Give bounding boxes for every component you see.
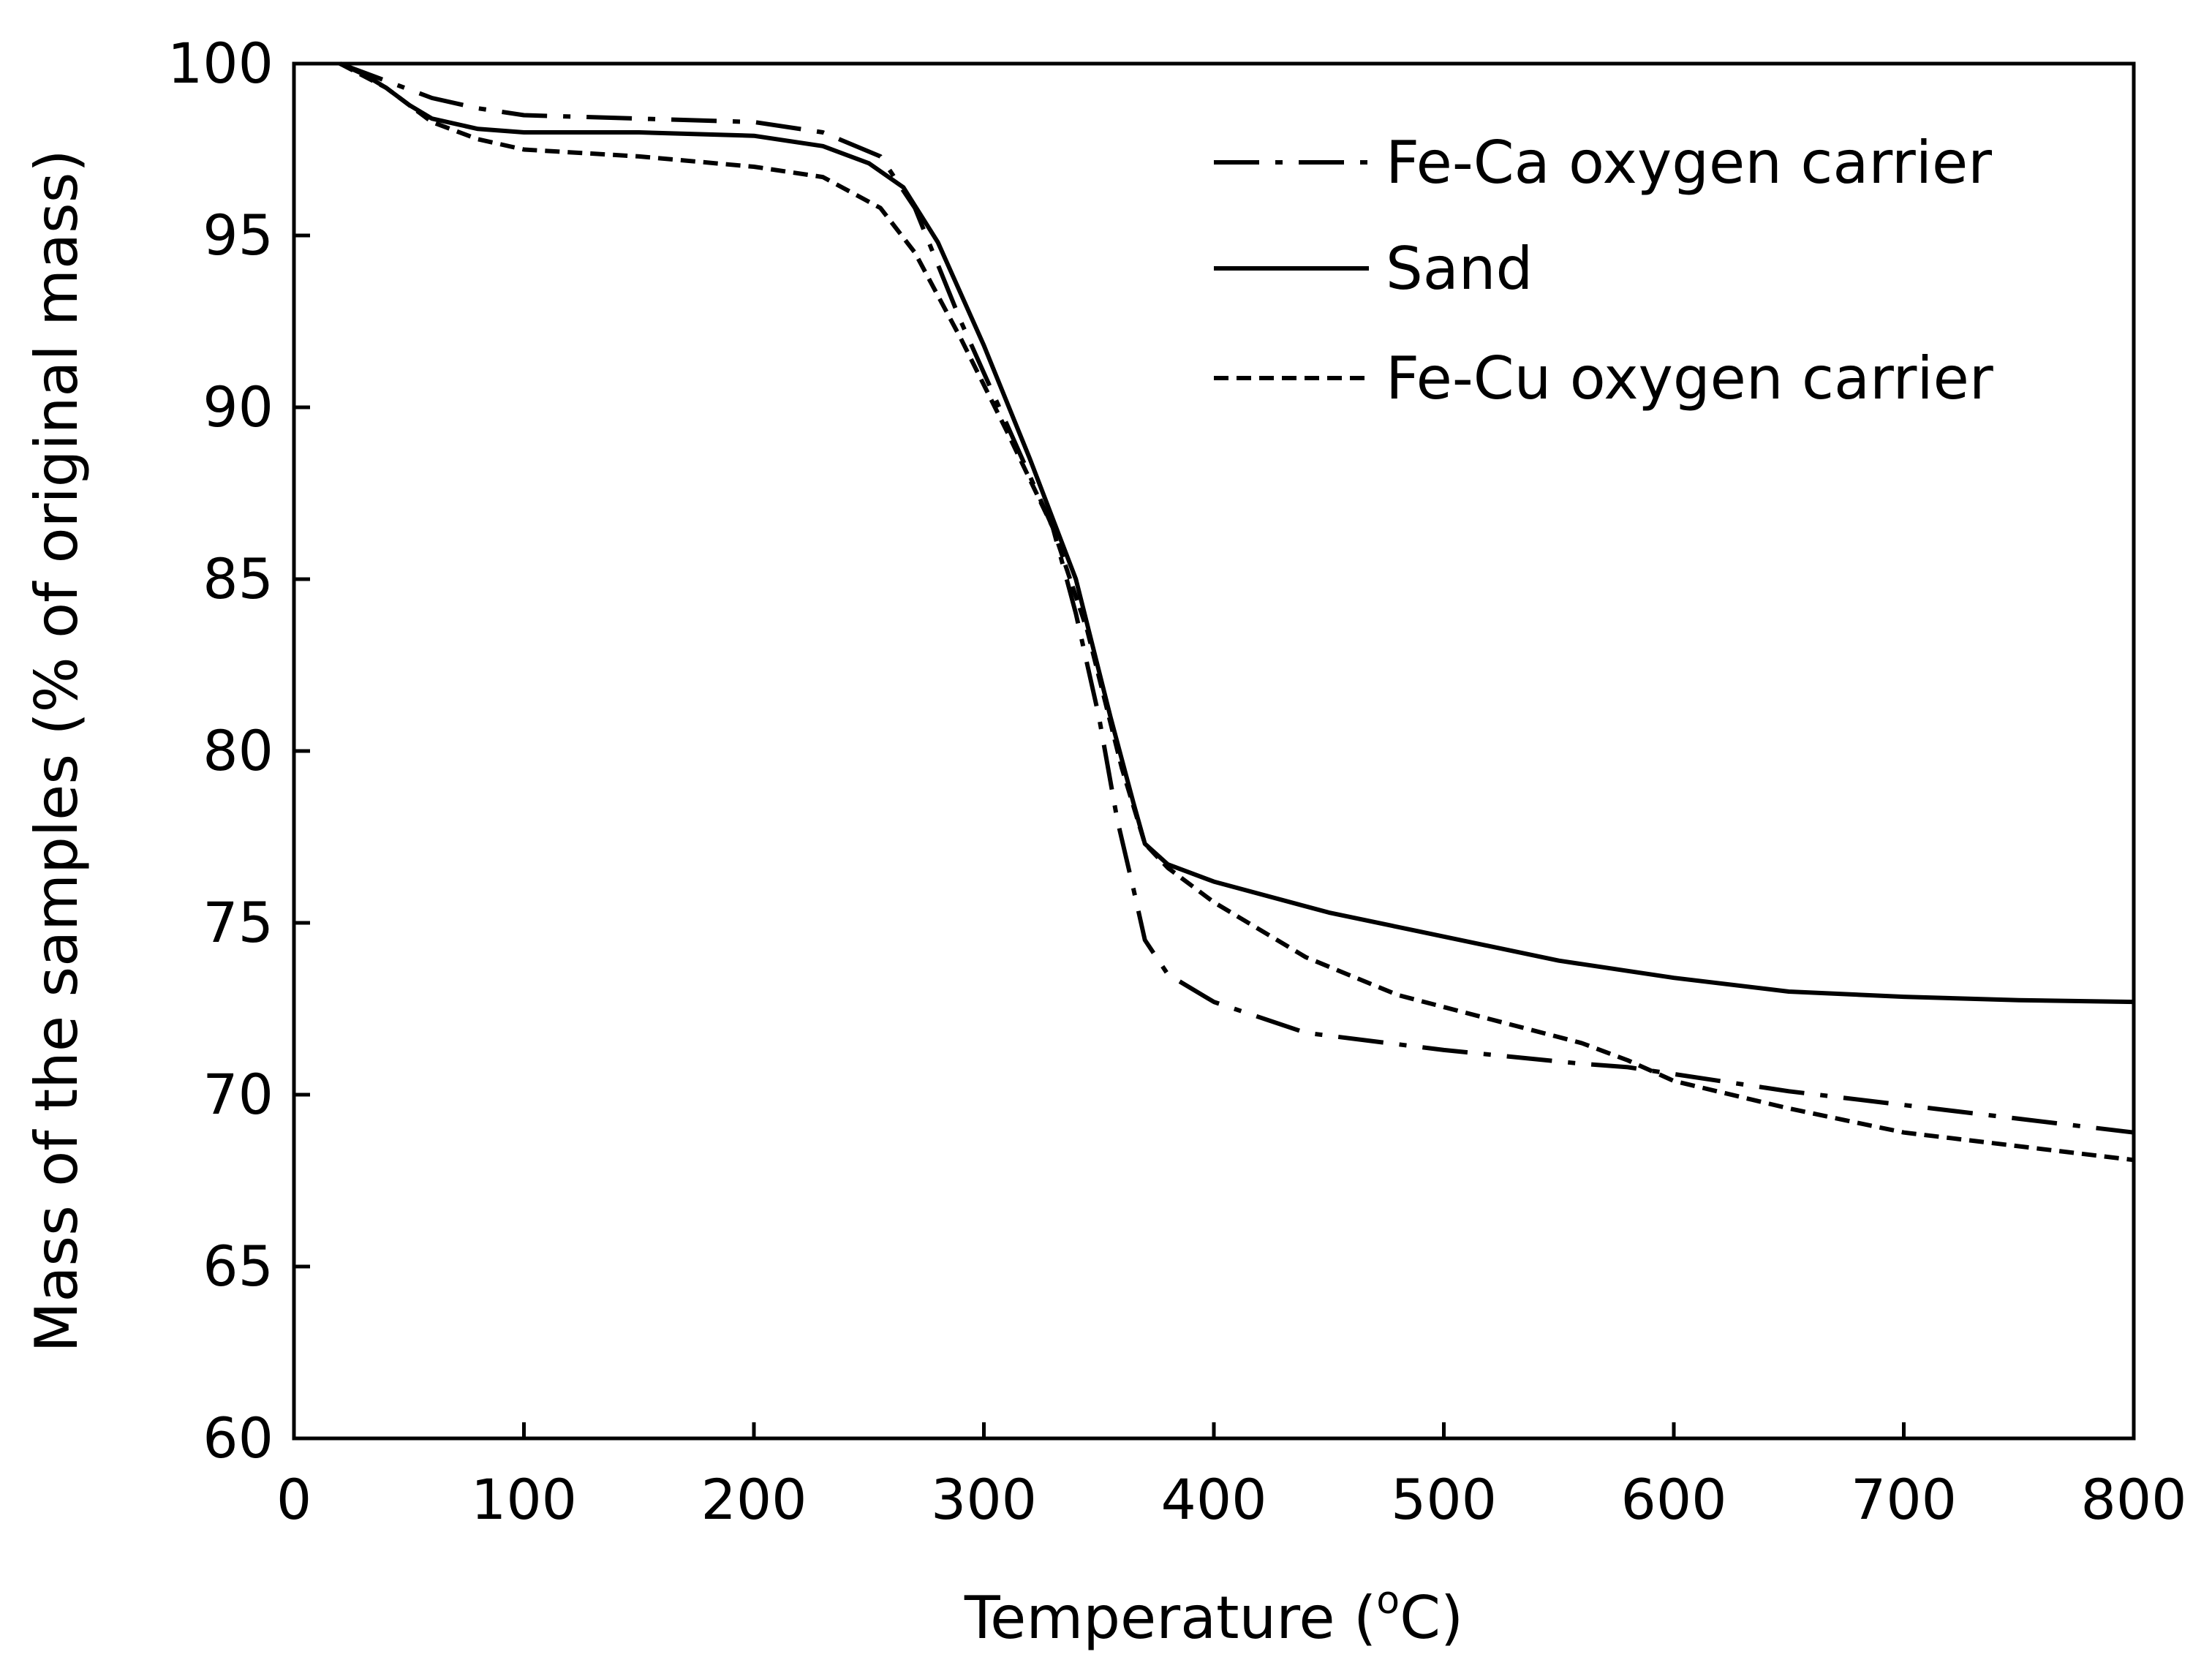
x-tick-label: 400: [1160, 1467, 1267, 1532]
y-tick-label: 100: [167, 31, 273, 96]
y-tick-label: 60: [203, 1405, 273, 1471]
series-line-1: [339, 61, 2134, 1005]
y-tick-label: 75: [203, 890, 273, 955]
x-tick-label: 0: [276, 1467, 312, 1532]
legend-label: Fe-Ca oxygen carrier: [1386, 129, 1992, 197]
y-axis-title: Mass of the samples (% of original mass): [23, 149, 91, 1352]
y-tick-label: 80: [203, 718, 273, 783]
y-tick-label: 95: [203, 203, 273, 268]
y-tick-label: 70: [203, 1062, 273, 1127]
legend-label: Sand: [1386, 235, 1533, 303]
x-tick-label: 100: [471, 1467, 577, 1532]
series-line-2: [339, 61, 2134, 1163]
x-tick-label: 300: [931, 1467, 1037, 1532]
x-tick-label: 200: [701, 1467, 807, 1532]
y-tick-label: 85: [203, 546, 273, 611]
x-tick-label: 800: [2080, 1467, 2186, 1532]
y-axis-ticks: 60 65 70 75 80 85 90 95 100: [167, 31, 310, 1471]
legend: Fe-Ca oxygen carrier Sand Fe-Cu oxygen car…: [1214, 129, 1993, 412]
x-tick-label: 600: [1620, 1467, 1726, 1532]
legend-label: Fe-Cu oxygen carrier: [1386, 344, 1993, 412]
x-axis-ticks: 0 100 200 300 400 500 600 700 800: [276, 1422, 2187, 1532]
x-tick-label: 500: [1391, 1467, 1497, 1532]
y-tick-label: 65: [203, 1234, 273, 1299]
x-tick-label: 700: [1851, 1467, 1957, 1532]
y-tick-label: 90: [203, 374, 273, 439]
x-axis-title: Temperature (oC): [964, 1579, 1463, 1652]
series-lines: [339, 61, 2134, 1163]
series-line-0: [339, 61, 2134, 1135]
